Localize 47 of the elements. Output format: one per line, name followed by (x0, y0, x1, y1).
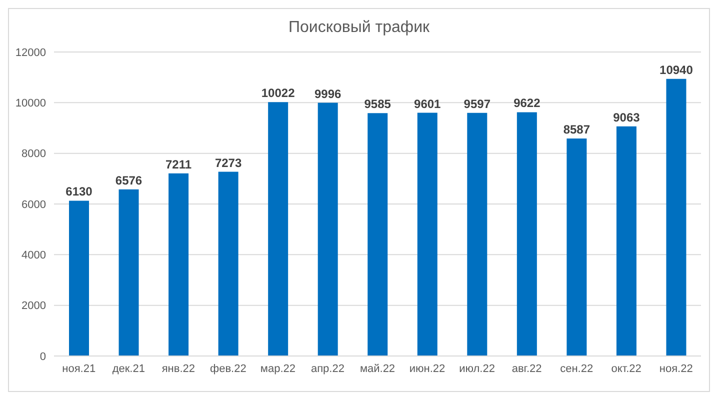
data-label: 9063 (613, 110, 640, 124)
x-tick-label: ноя.21 (62, 362, 96, 375)
data-label: 10940 (660, 62, 694, 77)
y-tick-label: 6000 (22, 198, 46, 211)
bar (417, 112, 438, 356)
bar (616, 126, 636, 356)
y-tick-label: 0 (40, 350, 46, 363)
y-tick-label: 12000 (15, 46, 46, 59)
bar (69, 200, 89, 356)
bar (118, 189, 139, 356)
x-tick-label: апр.22 (310, 362, 344, 375)
x-tick-label: дек.21 (112, 362, 145, 375)
data-label: 8587 (563, 122, 590, 136)
x-tick-label: ноя.22 (659, 362, 693, 375)
data-label: 9585 (364, 97, 392, 112)
bar (666, 78, 686, 356)
x-tick-label: фев.22 (210, 362, 246, 375)
x-tick-label: май.22 (360, 362, 396, 375)
bar (318, 102, 338, 356)
bar (268, 102, 288, 356)
data-label: 6130 (66, 184, 93, 199)
data-label: 9597 (464, 96, 491, 111)
data-label: 7211 (166, 157, 192, 172)
bar (566, 138, 587, 356)
data-label: 9996 (314, 86, 342, 101)
x-tick-label: мар.22 (260, 362, 296, 375)
data-label: 7273 (214, 156, 242, 170)
x-tick-label: окт.22 (611, 362, 642, 375)
data-label: 6576 (115, 173, 142, 188)
data-label: 9622 (514, 96, 541, 110)
x-tick-label: июл.22 (459, 362, 495, 375)
y-tick-label: 2000 (22, 300, 46, 312)
y-tick-label: 4000 (22, 250, 46, 262)
bar (168, 173, 189, 356)
x-tick-label: авг.22 (512, 362, 542, 375)
bar (516, 112, 537, 356)
chart-title: Поисковый трафик (287, 19, 431, 37)
x-tick-label: июн.22 (409, 362, 446, 375)
y-tick-label: 8000 (22, 148, 46, 160)
data-label: 10022 (261, 86, 296, 100)
bar (467, 112, 488, 356)
x-tick-label: сен.22 (560, 362, 594, 375)
x-tick-label: янв.22 (162, 362, 196, 375)
y-tick-label: 10000 (15, 98, 46, 110)
bar (368, 113, 388, 356)
data-label: 9601 (414, 96, 442, 111)
bar (218, 172, 238, 356)
